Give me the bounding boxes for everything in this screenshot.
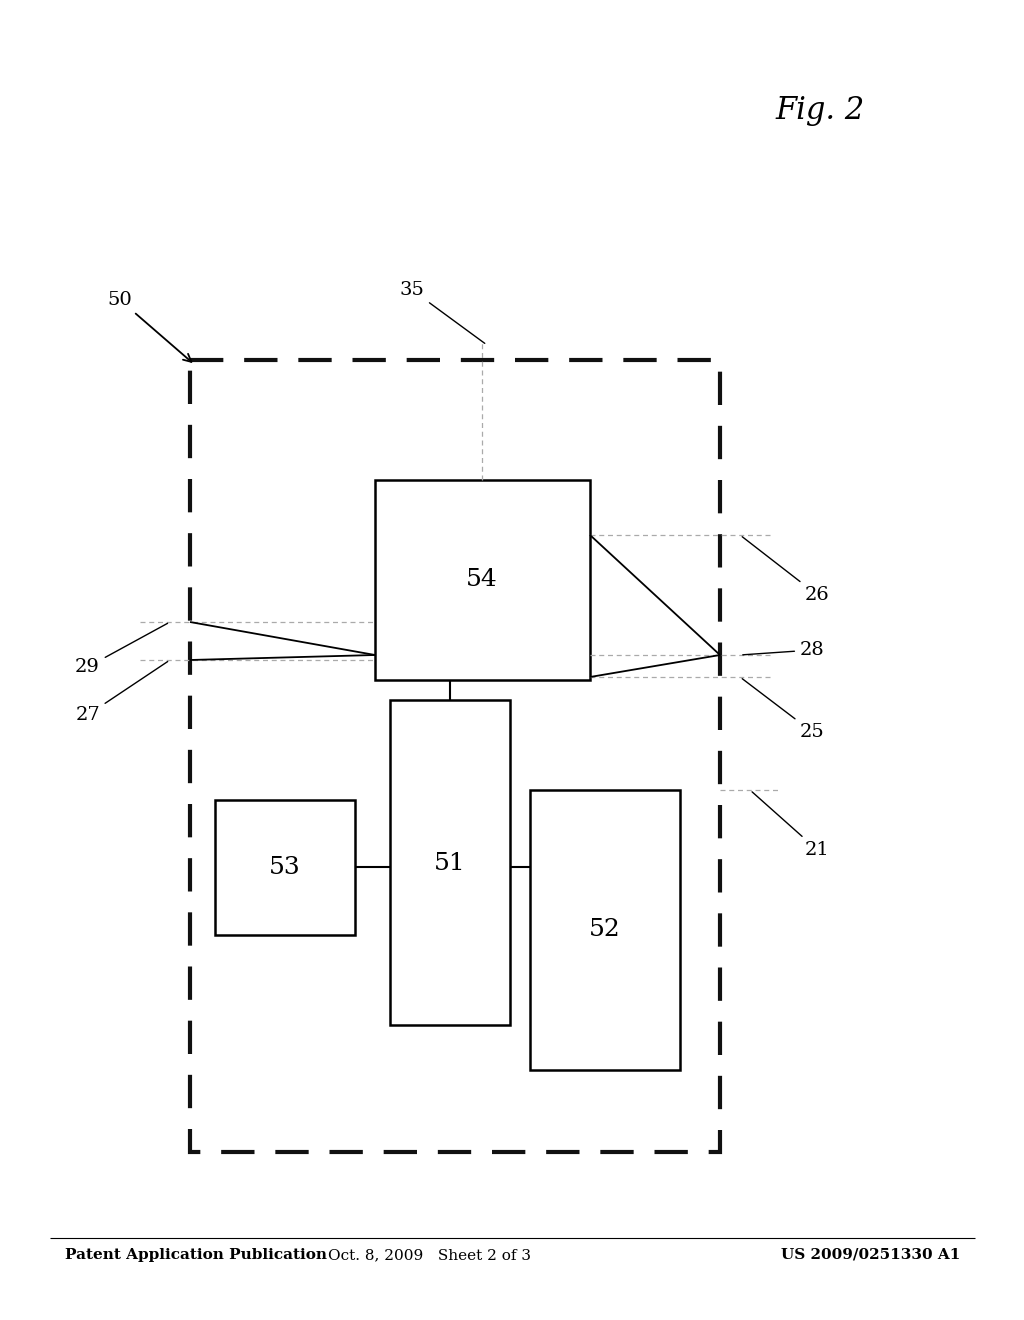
- Text: 52: 52: [589, 919, 621, 941]
- Text: 27: 27: [75, 661, 168, 723]
- Text: US 2009/0251330 A1: US 2009/0251330 A1: [780, 1247, 961, 1262]
- Bar: [375, 480, 590, 680]
- Bar: [190, 360, 720, 1152]
- Text: 28: 28: [742, 642, 824, 659]
- Text: 51: 51: [434, 851, 466, 874]
- Bar: [530, 789, 680, 1071]
- Text: 54: 54: [466, 569, 498, 591]
- Text: Fig. 2: Fig. 2: [775, 95, 864, 125]
- Text: 50: 50: [108, 290, 191, 362]
- Bar: [390, 700, 510, 1026]
- Text: Patent Application Publication: Patent Application Publication: [65, 1247, 327, 1262]
- Text: 35: 35: [399, 281, 484, 343]
- Text: Oct. 8, 2009   Sheet 2 of 3: Oct. 8, 2009 Sheet 2 of 3: [329, 1247, 531, 1262]
- Text: 53: 53: [269, 857, 301, 879]
- Text: 25: 25: [742, 678, 824, 741]
- Bar: [215, 800, 355, 935]
- Text: 21: 21: [752, 792, 829, 859]
- Text: 26: 26: [742, 537, 829, 605]
- Text: 29: 29: [75, 623, 168, 676]
